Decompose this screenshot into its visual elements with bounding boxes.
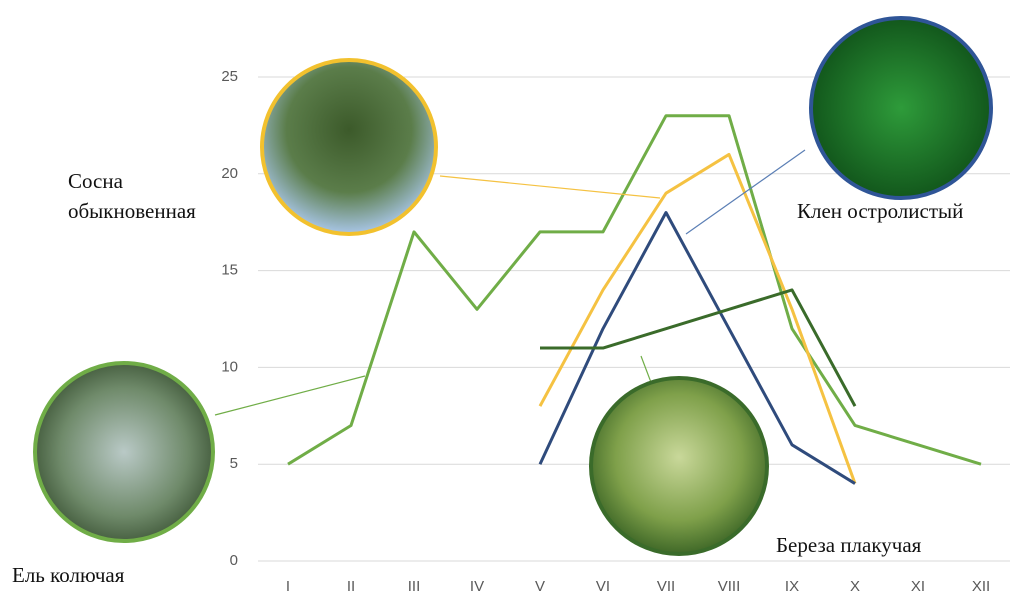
y-tick-label: 0	[230, 552, 238, 569]
leader-line	[439, 175, 661, 199]
series-line	[287, 114, 982, 466]
leaders	[214, 149, 806, 416]
x-tick-label: X	[850, 578, 860, 595]
leader-line	[640, 355, 653, 386]
y-tick-label: 20	[221, 165, 238, 182]
x-tick-label: I	[286, 578, 290, 595]
series-line	[540, 288, 857, 407]
series-line	[538, 152, 857, 485]
x-tick-label: XI	[911, 578, 925, 595]
x-tick-label: III	[408, 578, 421, 595]
series-label: Сосна обыкновенная	[68, 169, 196, 223]
x-tick-label: VIII	[718, 578, 741, 595]
series-label: Ель колючая	[12, 563, 125, 587]
series-label: Береза плакучая	[776, 533, 922, 557]
y-tick-label: 25	[221, 68, 238, 85]
x-tick-label: V	[535, 578, 545, 595]
leader-line	[214, 375, 366, 416]
x-tick-label: IV	[470, 578, 484, 595]
x-tick-label: VI	[596, 578, 610, 595]
x-tick-label: XII	[972, 578, 990, 595]
y-tick-label: 5	[230, 455, 238, 472]
series-line	[538, 211, 856, 485]
series-label: Клен остролистый	[797, 199, 964, 223]
pine-photo	[260, 58, 438, 236]
x-tick-label: VII	[657, 578, 675, 595]
x-tick-label: II	[347, 578, 355, 595]
birch-photo	[589, 376, 769, 556]
y-tick-label: 15	[221, 262, 238, 279]
leader-line	[685, 149, 806, 235]
maple-photo	[809, 16, 993, 200]
x-tick-label: IX	[785, 578, 799, 595]
y-tick-label: 10	[221, 358, 238, 375]
spruce-photo	[33, 361, 215, 543]
